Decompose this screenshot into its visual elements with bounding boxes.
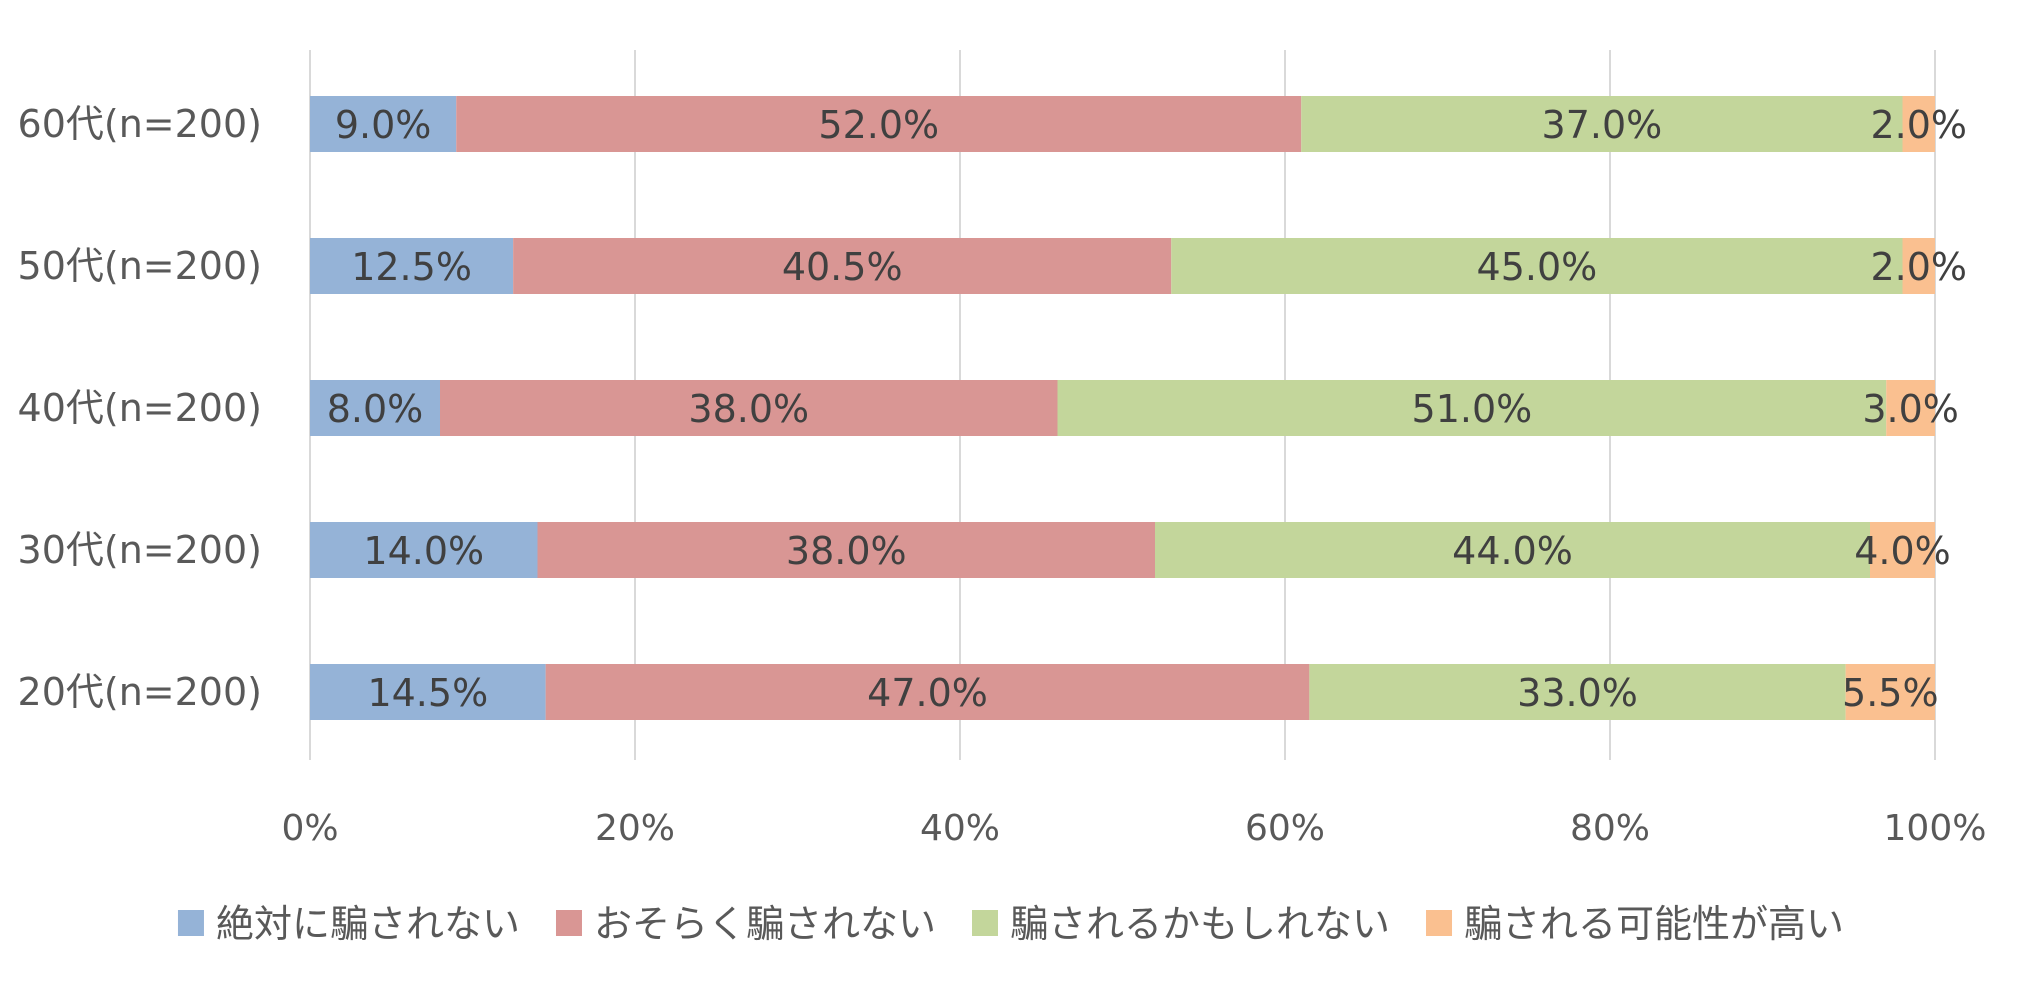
bar-segment [456, 96, 1302, 152]
legend-swatch [555, 910, 582, 936]
bar-segment [1171, 238, 1903, 294]
legend-item: 騙されるかもしれない [972, 902, 1390, 946]
data-label: 2.0% [1870, 103, 1967, 147]
bar-segment [545, 664, 1310, 720]
data-label: 8.0% [327, 387, 424, 431]
data-label: 5.5% [1842, 671, 1939, 715]
legend-item: おそらく騙されない [555, 902, 936, 946]
bar-segment [1870, 522, 1935, 578]
data-label: 2.0% [1870, 245, 1967, 289]
legend-label: 騙される可能性が高い [1464, 902, 1844, 946]
bar-segment [310, 664, 546, 720]
data-label: 44.0% [1452, 529, 1573, 573]
data-label: 14.5% [367, 671, 488, 715]
legend-item: 騙される可能性が高い [1426, 902, 1844, 946]
data-label: 51.0% [1412, 387, 1533, 431]
data-label: 52.0% [818, 103, 939, 147]
bar-segment [310, 522, 538, 578]
legend: 絶対に騙されない おそらく騙されない 騙されるかもしれない 騙される可能性が高い [177, 902, 1844, 946]
data-label: 3.0% [1862, 387, 1959, 431]
data-label: 14.0% [363, 529, 484, 573]
bar-segment [1155, 522, 1870, 578]
bar-segment [1845, 664, 1935, 720]
x-tick-label: 80% [1570, 808, 1650, 849]
data-label: 33.0% [1517, 671, 1638, 715]
bars [310, 96, 1935, 720]
data-label: 9.0% [335, 103, 432, 147]
data-label: 38.0% [786, 529, 907, 573]
bar-segment [1902, 238, 1935, 294]
category-label: 30代(n=200) [18, 528, 262, 572]
bar-segment [310, 238, 514, 294]
bar-segment [537, 522, 1155, 578]
legend-item: 絶対に騙されない [177, 902, 520, 946]
bar-segment [1902, 96, 1935, 152]
data-label: 4.0% [1854, 529, 1951, 573]
bar-segment [1886, 380, 1935, 436]
axes: 0% 20% 40% 60% 80% 100% 60代(n=200) 50代(n=200) 40… [18, 102, 1987, 849]
category-label: 50代(n=200) [18, 244, 262, 288]
category-label: 40代(n=200) [18, 386, 262, 430]
bar-segment [310, 380, 440, 436]
bar-segment [310, 96, 457, 152]
x-tick-label: 40% [920, 808, 1000, 849]
data-label: 37.0% [1542, 103, 1663, 147]
data-label: 47.0% [867, 671, 988, 715]
category-label: 60代(n=200) [18, 102, 262, 146]
category-label: 20代(n=200) [18, 670, 262, 714]
legend-label: 絶対に騙されない [216, 902, 520, 946]
x-tick-label: 0% [281, 808, 338, 849]
legend-swatch [972, 910, 998, 936]
data-label: 38.0% [688, 387, 809, 431]
bar-segment [1301, 96, 1903, 152]
legend-label: 騙されるかもしれない [1010, 902, 1390, 946]
legend-label: おそらく騙されない [594, 902, 936, 946]
x-tick-label: 100% [1884, 808, 1987, 849]
data-label: 45.0% [1477, 245, 1598, 289]
legend-swatch [177, 910, 204, 936]
x-tick-label: 20% [595, 808, 675, 849]
data-labels: 9.0% 52.0% 37.0% 2.0% 12.5% 40.5% 45.0% 2.0% 8.0… [327, 103, 1967, 715]
legend-swatch [1426, 910, 1453, 936]
data-label: 12.5% [351, 245, 472, 289]
bar-segment [1057, 380, 1887, 436]
data-label: 40.5% [782, 245, 903, 289]
bar-segment [513, 238, 1172, 294]
bar-segment [1309, 664, 1846, 720]
bar-segment [440, 380, 1058, 436]
x-tick-label: 60% [1245, 808, 1325, 849]
